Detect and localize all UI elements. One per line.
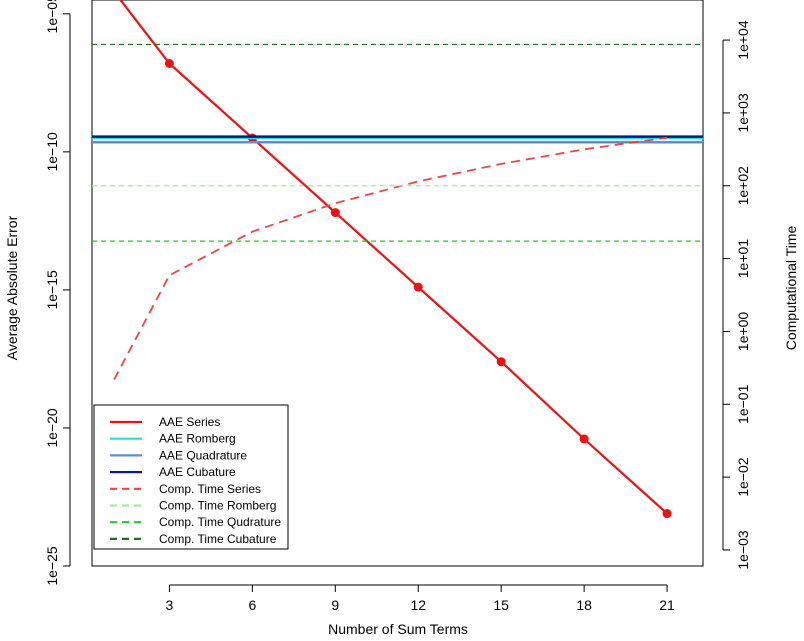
left-axis-title: Average Absolute Error bbox=[4, 215, 20, 360]
right-tick-label: 1e−02 bbox=[735, 457, 751, 497]
x-tick-label: 3 bbox=[166, 597, 174, 613]
legend-entry: Comp. Time Romberg bbox=[159, 499, 276, 513]
x-tick-label: 6 bbox=[248, 597, 256, 613]
legend-entry: Comp. Time Qudrature bbox=[159, 515, 281, 529]
aae-series-point bbox=[496, 357, 506, 367]
comp-time-series-line bbox=[113, 136, 668, 380]
right-tick-label: 1e+00 bbox=[735, 312, 751, 352]
aae-series-point bbox=[330, 208, 340, 218]
x-tick-label: 12 bbox=[410, 597, 426, 613]
aae-series-point bbox=[579, 434, 589, 444]
plot-box bbox=[91, 0, 704, 567]
left-tick-label: 1e−15 bbox=[44, 270, 60, 310]
legend-entry: AAE Series bbox=[159, 415, 220, 429]
legend-entry: AAE Quadrature bbox=[159, 448, 247, 462]
legend-entry: AAE Cubature bbox=[159, 465, 236, 479]
x-tick-label: 21 bbox=[659, 597, 675, 613]
right-tick-label: 1e−01 bbox=[735, 384, 751, 424]
left-tick-label: 1e−10 bbox=[44, 132, 60, 172]
right-axis-title: Computational Time bbox=[783, 226, 799, 351]
left-tick-label: 1e−25 bbox=[44, 546, 60, 586]
x-tick-label: 9 bbox=[331, 597, 339, 613]
aae-series-point bbox=[662, 509, 672, 519]
legend-entry: Comp. Time Series bbox=[159, 482, 261, 496]
right-tick-label: 1e+01 bbox=[735, 239, 751, 279]
x-tick-label: 15 bbox=[493, 597, 509, 613]
right-tick-label: 1e+02 bbox=[735, 166, 751, 206]
right-tick-label: 1e−03 bbox=[735, 530, 751, 570]
right-tick-label: 1e+04 bbox=[735, 20, 751, 60]
left-tick-label: 1e−20 bbox=[44, 408, 60, 448]
legend-entry: Comp. Time Cubature bbox=[159, 532, 277, 546]
right-tick-label: 1e+03 bbox=[735, 93, 751, 133]
aae-series-line bbox=[119, 0, 668, 515]
aae-series-point bbox=[413, 282, 423, 292]
legend-entry: AAE Romberg bbox=[159, 432, 236, 446]
aae-series-point bbox=[164, 59, 174, 69]
left-tick-label: 1e−05 bbox=[44, 0, 60, 33]
legend: AAE Series AAE Romberg AAE Quadrature AAE C… bbox=[93, 404, 289, 550]
legend-box bbox=[93, 404, 289, 550]
x-tick-label: 18 bbox=[576, 597, 592, 613]
x-axis-title: Number of Sum Terms bbox=[328, 621, 468, 637]
